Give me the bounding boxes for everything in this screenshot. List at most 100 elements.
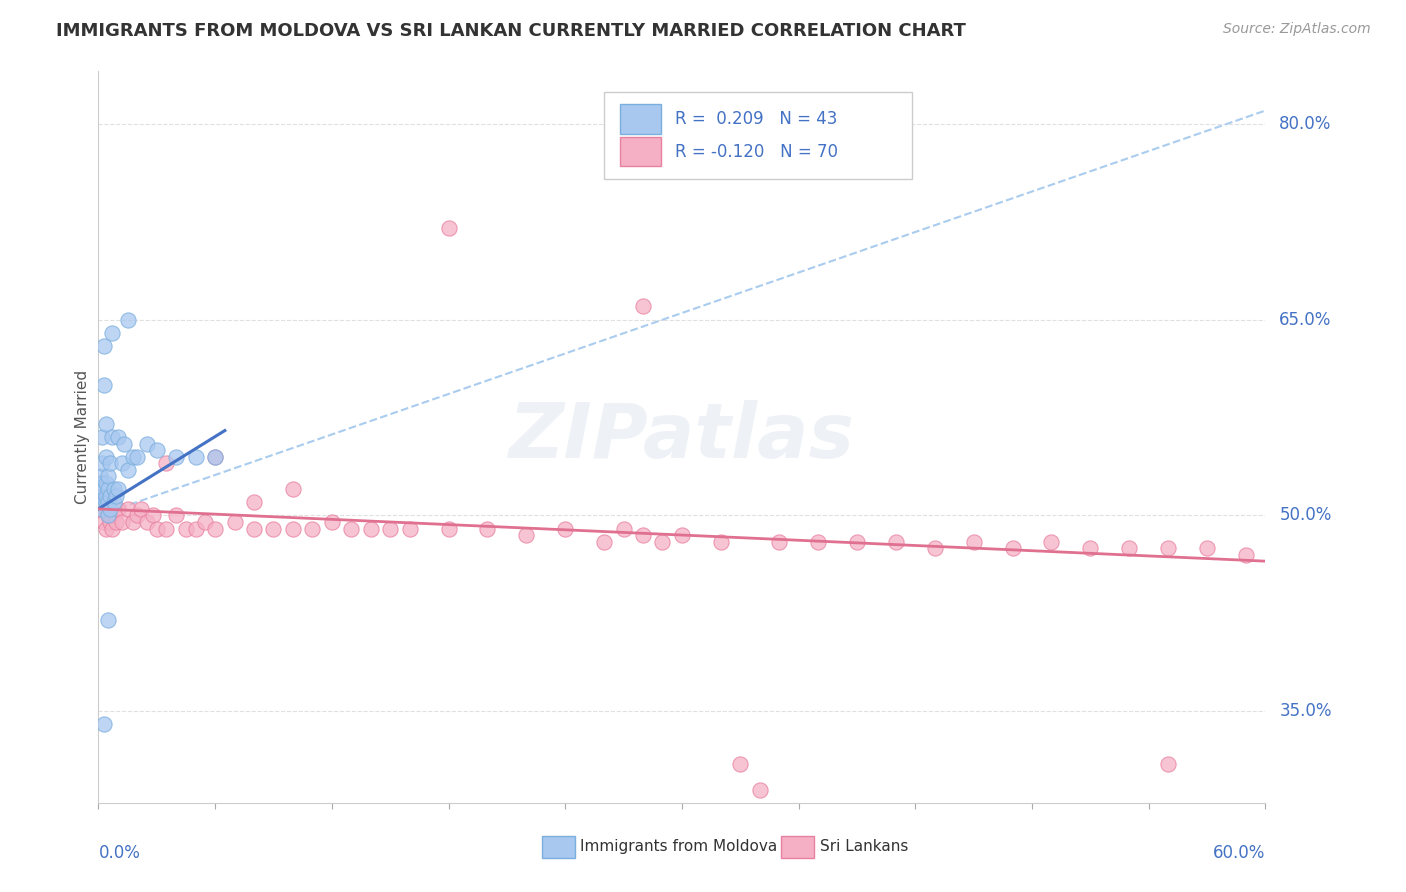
Point [89,469,111,483]
Point [103,483,125,497]
Point [97,495,120,509]
Point [146,443,169,458]
FancyBboxPatch shape [541,836,575,858]
Y-axis label: Currently Married: Currently Married [75,370,90,504]
Point [146,521,169,535]
Point [98,508,121,523]
Point [97,469,120,483]
Point [360,521,382,535]
Point [631,300,654,314]
Point [631,528,654,542]
Point [204,450,226,464]
Point [1234,548,1257,562]
Point [924,541,946,555]
Point [101,326,124,340]
Point [651,534,673,549]
Point [98,502,121,516]
Point [91,430,114,444]
Point [884,534,907,549]
Point [846,534,869,549]
Point [91,502,114,516]
Text: ZIPatlas: ZIPatlas [509,401,855,474]
Point [117,312,139,326]
Point [301,521,323,535]
Point [1157,541,1180,555]
Point [184,450,207,464]
Point [281,521,304,535]
Point [98,456,121,470]
Text: 35.0%: 35.0% [1279,702,1331,721]
Point [103,495,125,509]
Point [96,521,118,535]
Point [748,782,770,797]
Point [122,515,145,529]
Text: 60.0%: 60.0% [1213,845,1265,863]
Point [243,521,266,535]
Point [97,483,120,497]
Point [1001,541,1024,555]
Text: 65.0%: 65.0% [1279,310,1331,328]
Point [1195,541,1218,555]
Point [101,430,124,444]
Point [807,534,830,549]
Point [340,521,363,535]
Point [671,528,693,542]
Point [730,756,752,771]
Point [111,515,134,529]
Point [129,502,152,516]
Text: Sri Lankans: Sri Lankans [820,839,908,855]
Text: 0.0%: 0.0% [98,845,141,863]
Text: R = -0.120   N = 70: R = -0.120 N = 70 [675,143,838,161]
Point [155,521,177,535]
Point [710,534,733,549]
Point [262,521,284,535]
Point [96,475,118,490]
Point [554,521,576,535]
Point [477,521,499,535]
FancyBboxPatch shape [782,836,814,858]
Point [1157,756,1180,771]
Point [281,483,304,497]
Text: Source: ZipAtlas.com: Source: ZipAtlas.com [1223,22,1371,37]
Point [93,717,115,731]
FancyBboxPatch shape [620,104,661,134]
Point [93,483,115,497]
Point [107,502,129,516]
Point [103,508,125,523]
Point [96,502,118,516]
Point [127,450,149,464]
Text: 50.0%: 50.0% [1279,507,1331,524]
Point [96,495,118,509]
Point [136,515,159,529]
Text: R =  0.209   N = 43: R = 0.209 N = 43 [675,110,838,128]
Point [224,515,246,529]
Point [101,521,124,535]
Point [142,508,165,523]
Point [112,436,135,450]
Point [165,508,187,523]
Point [768,534,790,549]
Point [89,502,111,516]
Point [194,515,217,529]
Point [117,463,139,477]
Point [93,377,115,392]
Point [97,495,120,509]
Point [117,502,139,516]
Point [93,495,115,509]
Point [593,534,616,549]
Point [93,338,115,352]
Text: Immigrants from Moldova: Immigrants from Moldova [581,839,778,855]
Point [437,521,460,535]
Point [962,534,984,549]
Point [97,613,120,627]
Point [437,221,460,235]
Point [107,483,129,497]
Point [398,521,420,535]
Point [93,515,115,529]
Point [127,508,149,523]
Point [93,495,115,509]
Point [104,489,127,503]
Point [104,515,127,529]
Point [96,450,118,464]
Point [243,495,266,509]
